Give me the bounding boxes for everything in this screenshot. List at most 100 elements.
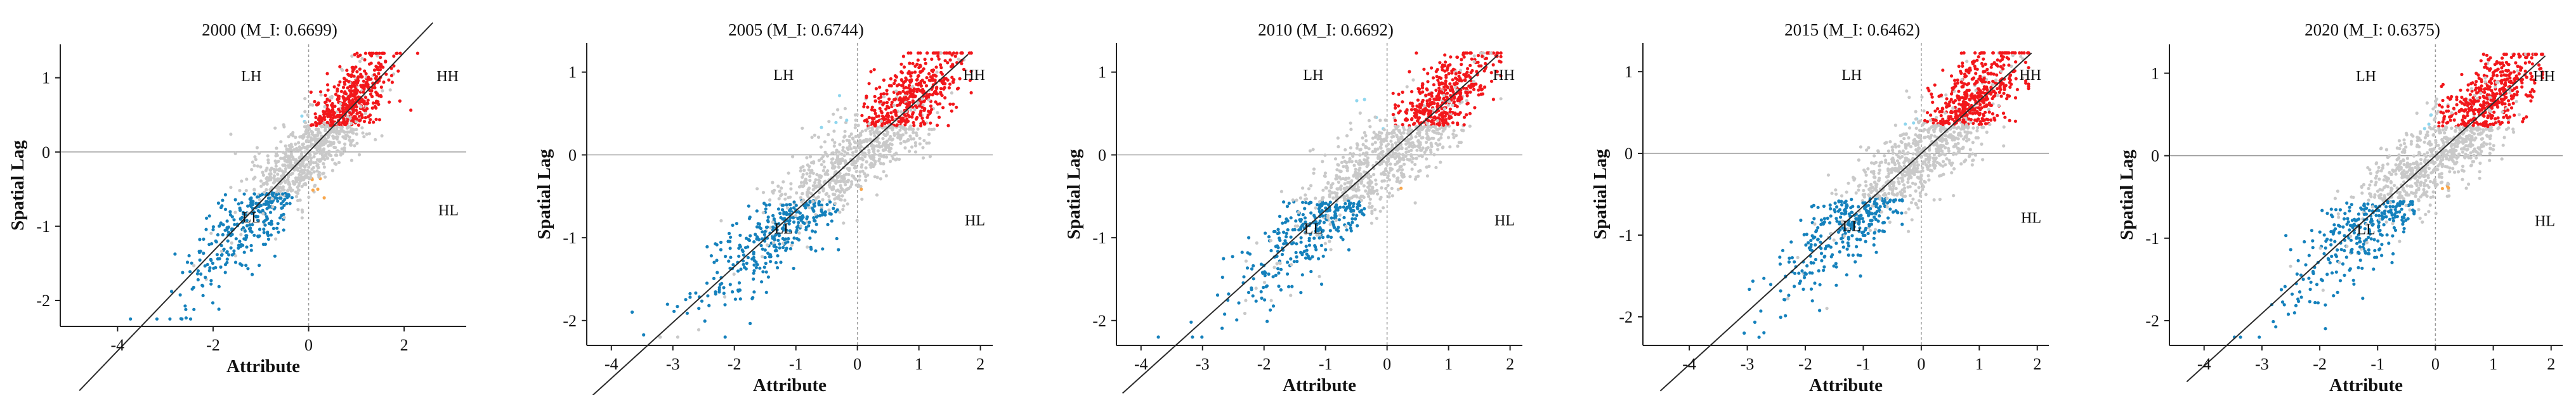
data-point <box>198 238 201 241</box>
data-point <box>755 209 759 212</box>
data-point <box>1425 132 1429 136</box>
data-point <box>328 144 331 147</box>
data-point <box>1420 154 1423 157</box>
data-point <box>1810 288 1813 291</box>
data-point <box>885 115 888 118</box>
data-point <box>1313 244 1316 247</box>
data-point <box>1347 248 1350 252</box>
data-point <box>1350 229 1353 233</box>
data-point <box>807 186 811 189</box>
y-tick-label: 1 <box>568 63 577 82</box>
y-axis-title: Spatial Lag <box>8 140 28 231</box>
data-point <box>1786 297 1789 300</box>
data-point <box>825 203 828 206</box>
data-point <box>1345 161 1348 164</box>
data-point <box>1390 136 1394 139</box>
data-point <box>758 226 761 229</box>
data-point <box>804 228 807 231</box>
data-point <box>842 154 846 157</box>
data-point <box>211 228 214 231</box>
data-point <box>783 198 787 201</box>
data-point <box>1272 230 1276 233</box>
data-point <box>826 169 829 172</box>
data-point <box>1305 248 1309 252</box>
data-point <box>250 199 253 202</box>
data-point <box>2004 84 2008 87</box>
data-point <box>327 150 330 153</box>
data-point <box>1354 172 1357 176</box>
data-point <box>818 200 821 203</box>
data-point <box>736 288 740 292</box>
data-point <box>781 203 785 207</box>
data-point <box>1387 160 1390 163</box>
data-point <box>224 193 227 196</box>
data-point <box>853 146 856 149</box>
data-point <box>368 132 371 135</box>
data-point <box>325 72 329 75</box>
data-point <box>1894 124 1897 127</box>
data-point <box>925 51 929 55</box>
data-point <box>771 181 774 184</box>
data-point <box>1364 154 1367 157</box>
data-point <box>1357 169 1361 172</box>
data-point <box>1246 266 1249 269</box>
data-point <box>736 269 740 273</box>
data-point <box>873 175 877 178</box>
data-point <box>1342 205 1345 209</box>
data-point <box>1396 177 1399 180</box>
data-point <box>912 137 915 140</box>
data-point <box>780 186 783 189</box>
data-point <box>1404 147 1408 150</box>
data-point <box>941 72 944 75</box>
data-point <box>1252 294 1255 297</box>
data-point <box>1312 214 1316 217</box>
data-point <box>305 163 308 166</box>
data-point <box>863 172 866 176</box>
data-point <box>1244 299 1247 302</box>
data-point <box>914 150 917 153</box>
data-point <box>1425 157 1428 160</box>
data-point <box>1450 72 1453 75</box>
data-point <box>315 169 318 172</box>
data-point <box>1397 111 1400 114</box>
data-point <box>274 196 277 199</box>
data-point <box>863 140 866 143</box>
data-point <box>256 146 259 149</box>
data-point <box>869 132 872 136</box>
data-point <box>1295 242 1298 245</box>
data-point <box>347 95 350 98</box>
data-point <box>860 188 863 191</box>
data-point <box>1349 152 1352 155</box>
data-point <box>911 127 914 131</box>
data-point <box>806 245 809 248</box>
data-point <box>355 117 358 120</box>
data-point <box>2008 86 2011 89</box>
data-point <box>303 176 306 179</box>
data-point <box>340 90 343 93</box>
data-point <box>727 260 730 263</box>
data-point <box>1349 122 1352 125</box>
data-point <box>898 158 901 161</box>
data-point <box>253 193 256 196</box>
data-point <box>930 58 933 61</box>
data-point <box>899 110 903 113</box>
data-point <box>714 292 717 295</box>
data-point <box>251 273 254 276</box>
data-point <box>1278 215 1281 218</box>
data-point <box>1436 144 1439 147</box>
data-point <box>868 82 871 85</box>
data-point <box>776 239 780 242</box>
x-tick-label: 2 <box>976 355 984 373</box>
data-point <box>922 109 925 112</box>
data-point <box>374 105 377 108</box>
data-point <box>1984 122 1987 125</box>
data-point <box>1324 248 1327 251</box>
data-point <box>1417 117 1420 120</box>
data-point <box>1335 205 1338 208</box>
data-point <box>739 267 742 271</box>
data-point <box>1200 335 1203 338</box>
data-point <box>1441 91 1444 94</box>
data-point <box>1340 236 1343 239</box>
